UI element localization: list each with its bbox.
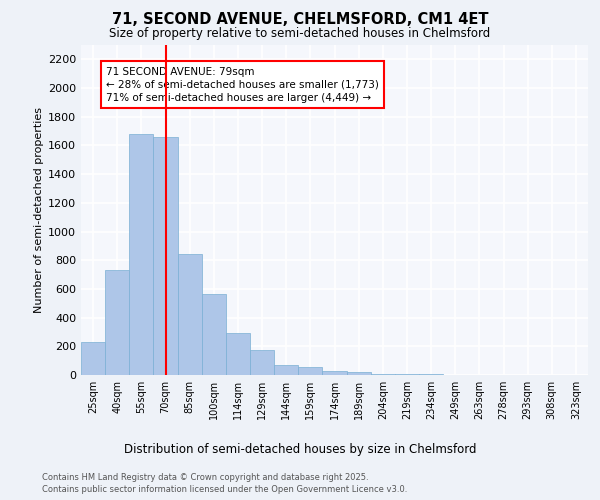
Text: Distribution of semi-detached houses by size in Chelmsford: Distribution of semi-detached houses by … bbox=[124, 442, 476, 456]
Bar bbox=[274, 365, 298, 375]
Bar bbox=[298, 367, 322, 375]
Bar bbox=[419, 374, 443, 375]
Text: Size of property relative to semi-detached houses in Chelmsford: Size of property relative to semi-detach… bbox=[109, 28, 491, 40]
Bar bbox=[81, 342, 105, 375]
Y-axis label: Number of semi-detached properties: Number of semi-detached properties bbox=[34, 107, 44, 313]
Text: Contains public sector information licensed under the Open Government Licence v3: Contains public sector information licen… bbox=[42, 485, 407, 494]
Bar bbox=[226, 332, 250, 375]
Bar bbox=[250, 350, 274, 375]
Bar bbox=[371, 374, 395, 375]
Text: 71 SECOND AVENUE: 79sqm
← 28% of semi-detached houses are smaller (1,773)
71% of: 71 SECOND AVENUE: 79sqm ← 28% of semi-de… bbox=[106, 66, 379, 103]
Bar bbox=[322, 370, 347, 375]
Bar bbox=[178, 254, 202, 375]
Bar bbox=[347, 372, 371, 375]
Bar bbox=[202, 294, 226, 375]
Bar bbox=[129, 134, 154, 375]
Text: Contains HM Land Registry data © Crown copyright and database right 2025.: Contains HM Land Registry data © Crown c… bbox=[42, 472, 368, 482]
Bar bbox=[105, 270, 129, 375]
Bar bbox=[154, 137, 178, 375]
Bar bbox=[395, 374, 419, 375]
Text: 71, SECOND AVENUE, CHELMSFORD, CM1 4ET: 71, SECOND AVENUE, CHELMSFORD, CM1 4ET bbox=[112, 12, 488, 28]
